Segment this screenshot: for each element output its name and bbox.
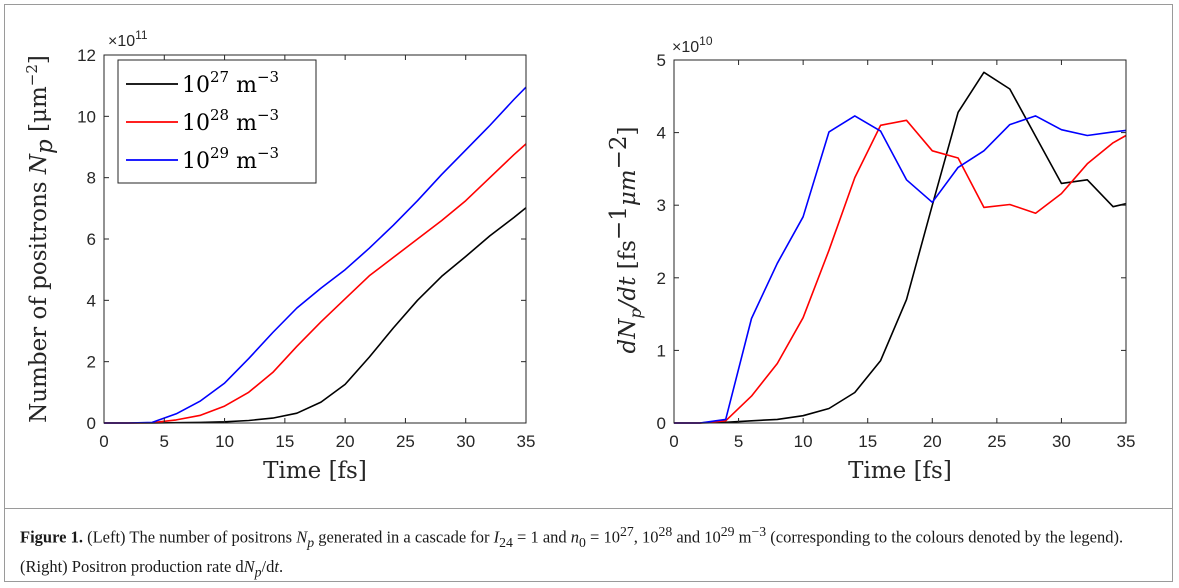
left-y-axis-label: Number of positrons Np [μm−2] <box>23 55 58 423</box>
right-y-tick-label: 1 <box>657 341 666 360</box>
caption-text: = 1 and <box>512 527 571 547</box>
right-y-tick-label: 3 <box>657 196 666 215</box>
right-x-axis-label: Time [fs] <box>848 458 952 484</box>
caption-box <box>4 508 1173 582</box>
right-x-tick-label: 20 <box>923 432 942 451</box>
caption-text: , 10 <box>633 527 659 547</box>
left-x-ticks: 0 5 10 15 20 25 30 35 <box>99 55 535 451</box>
caption-text: m <box>734 527 752 547</box>
right-series-line-2 <box>674 119 1127 424</box>
legend: 1027 m−3 1028 m−3 1029 m−3 <box>117 59 317 184</box>
left-y-tick-label: 6 <box>87 230 96 249</box>
left-series-line-1 <box>104 207 527 424</box>
caption-superscript: 29 <box>720 524 735 539</box>
right-x-tick-label: 15 <box>858 432 877 451</box>
right-y-tick-label: 4 <box>657 124 666 143</box>
left-x-tick-label: 20 <box>336 432 355 451</box>
right-x-tick-label: 0 <box>669 432 678 451</box>
caption-text: generated in a cascade for <box>314 527 494 547</box>
right-y-tick-label: 5 <box>657 51 666 70</box>
caption-subscript: 24 <box>499 534 513 550</box>
right-y-tick-label: 2 <box>657 269 666 288</box>
right-y-ticks: 0 1 2 3 4 5 <box>657 51 1126 433</box>
caption-text: (corresponding to the colours denoted by… <box>20 527 1124 576</box>
caption-superscript: 27 <box>619 524 634 539</box>
right-x-tick-label: 10 <box>794 432 813 451</box>
caption-text: = 10 <box>585 527 620 547</box>
caption-text: . <box>278 556 284 576</box>
left-x-tick-label: 15 <box>275 432 294 451</box>
left-y-tick-label: 2 <box>87 353 96 372</box>
caption-superscript: 28 <box>658 524 673 539</box>
left-y-tick-label: 0 <box>87 414 96 433</box>
left-chart: 0 5 10 15 20 25 30 35 0 2 4 6 8 10 12 ×1011 Time [fs]… <box>23 28 535 484</box>
left-x-axis-label: Time [fs] <box>263 458 367 484</box>
caption-symbol: I <box>493 527 500 547</box>
caption-subscript: p <box>254 564 262 580</box>
right-y-tick-label: 0 <box>657 414 666 433</box>
left-y-tick-label: 10 <box>77 107 96 126</box>
figure-caption: Figure 1. (Left) The number of positrons… <box>20 520 1160 584</box>
legend-label: 1028 m−3 <box>182 106 279 136</box>
left-x-tick-label: 5 <box>160 432 169 451</box>
right-y-multiplier: ×1010 <box>672 34 713 56</box>
caption-text: and 10 <box>672 527 721 547</box>
legend-label: 1027 m−3 <box>182 68 279 98</box>
left-y-ticks: 0 2 4 6 8 10 12 <box>77 46 526 433</box>
left-y-tick-label: 8 <box>87 169 96 188</box>
right-x-tick-label: 35 <box>1117 432 1136 451</box>
left-series-line-2 <box>104 143 527 424</box>
caption-symbol: t <box>274 556 279 576</box>
left-y-tick-label: 4 <box>87 291 96 310</box>
right-x-tick-label: 30 <box>1052 432 1071 451</box>
left-series-line-3 <box>104 86 527 424</box>
caption-subscript: 0 <box>579 534 586 550</box>
left-x-tick-label: 35 <box>517 432 536 451</box>
legend-label: 1029 m−3 <box>182 144 279 174</box>
right-x-ticks: 0 5 10 15 20 25 30 35 <box>669 60 1135 451</box>
caption-symbol: n <box>570 527 580 547</box>
left-x-tick-label: 25 <box>396 432 415 451</box>
right-x-tick-label: 25 <box>987 432 1006 451</box>
right-chart: 0 5 10 15 20 25 30 35 0 1 2 3 4 5 ×1010 Time [fs] dN… <box>606 34 1135 484</box>
left-x-tick-label: 10 <box>215 432 234 451</box>
caption-symbol: N <box>243 556 255 576</box>
left-y-multiplier: ×1011 <box>108 28 148 50</box>
left-x-tick-label: 0 <box>99 432 108 451</box>
caption-subscript: p <box>307 534 315 550</box>
left-x-tick-label: 30 <box>456 432 475 451</box>
right-x-tick-label: 5 <box>734 432 743 451</box>
caption-text: /d <box>261 556 275 576</box>
right-series-line-1 <box>674 71 1127 424</box>
legend-items: 1027 m−3 1028 m−3 1029 m−3 <box>126 68 279 174</box>
right-plot-area <box>674 71 1127 424</box>
right-axes-box <box>673 59 1127 424</box>
caption-label: Figure 1. <box>20 527 83 547</box>
right-series-line-3 <box>674 115 1127 424</box>
caption-text: (Left) The number of positrons <box>82 527 297 547</box>
right-y-axis-label: dNp/dt [fs−1μm−2] <box>606 127 645 354</box>
caption-superscript: −3 <box>751 524 767 539</box>
left-y-tick-label: 12 <box>77 46 96 65</box>
caption-symbol: N <box>296 527 308 547</box>
